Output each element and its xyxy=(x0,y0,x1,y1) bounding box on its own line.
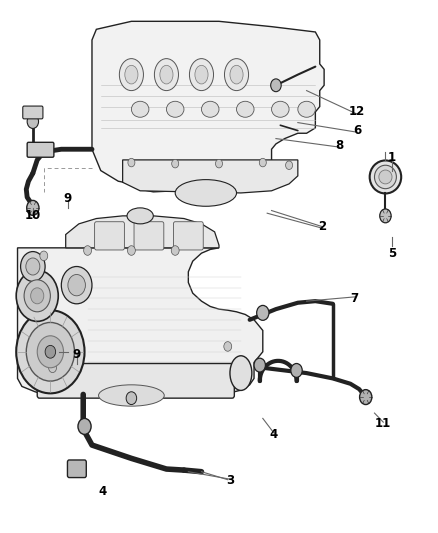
Ellipse shape xyxy=(230,356,252,390)
Circle shape xyxy=(45,345,56,358)
Ellipse shape xyxy=(237,101,254,117)
FancyBboxPatch shape xyxy=(134,222,164,250)
Circle shape xyxy=(16,310,85,393)
Text: 9: 9 xyxy=(73,348,81,361)
Text: 1: 1 xyxy=(388,151,396,164)
Text: 3: 3 xyxy=(226,474,234,487)
Ellipse shape xyxy=(166,101,184,117)
Text: 11: 11 xyxy=(375,417,392,430)
Polygon shape xyxy=(92,21,324,193)
Ellipse shape xyxy=(99,385,164,406)
Ellipse shape xyxy=(298,101,315,117)
Ellipse shape xyxy=(127,208,153,224)
Circle shape xyxy=(172,159,179,168)
Circle shape xyxy=(128,158,135,167)
Circle shape xyxy=(271,79,281,92)
Circle shape xyxy=(380,209,391,223)
FancyBboxPatch shape xyxy=(95,222,124,250)
Text: 4: 4 xyxy=(270,428,278,441)
Circle shape xyxy=(68,274,85,296)
Circle shape xyxy=(126,392,137,405)
Text: 6: 6 xyxy=(353,124,361,137)
Text: 4: 4 xyxy=(99,486,107,498)
Circle shape xyxy=(286,161,293,169)
Ellipse shape xyxy=(125,66,138,84)
Circle shape xyxy=(26,258,40,275)
Circle shape xyxy=(127,246,135,255)
Ellipse shape xyxy=(379,170,392,184)
Ellipse shape xyxy=(374,165,396,189)
FancyBboxPatch shape xyxy=(67,460,86,478)
Circle shape xyxy=(27,200,39,215)
Circle shape xyxy=(61,266,92,304)
Text: 5: 5 xyxy=(388,247,396,260)
Circle shape xyxy=(215,159,223,168)
Circle shape xyxy=(49,363,57,373)
Circle shape xyxy=(27,115,39,128)
FancyBboxPatch shape xyxy=(173,222,203,250)
Circle shape xyxy=(259,158,266,167)
Circle shape xyxy=(257,305,269,320)
Circle shape xyxy=(24,280,50,312)
Text: 12: 12 xyxy=(349,106,365,118)
FancyBboxPatch shape xyxy=(37,364,234,398)
Circle shape xyxy=(21,252,45,281)
Text: 8: 8 xyxy=(336,139,343,152)
FancyBboxPatch shape xyxy=(27,142,54,157)
Ellipse shape xyxy=(195,66,208,84)
FancyBboxPatch shape xyxy=(23,106,43,119)
Text: 7: 7 xyxy=(351,292,359,305)
Circle shape xyxy=(360,390,372,405)
Circle shape xyxy=(16,270,58,321)
Ellipse shape xyxy=(160,66,173,84)
Circle shape xyxy=(224,342,232,351)
Circle shape xyxy=(26,322,74,381)
Polygon shape xyxy=(18,248,263,395)
Ellipse shape xyxy=(230,66,243,84)
Ellipse shape xyxy=(175,180,237,206)
Ellipse shape xyxy=(119,59,143,91)
Polygon shape xyxy=(66,216,219,248)
Circle shape xyxy=(40,251,48,261)
Ellipse shape xyxy=(225,59,249,91)
Circle shape xyxy=(37,336,64,368)
Circle shape xyxy=(254,358,265,372)
Circle shape xyxy=(78,418,91,434)
Ellipse shape xyxy=(370,160,401,193)
Text: 2: 2 xyxy=(318,220,326,233)
Circle shape xyxy=(84,246,92,255)
Polygon shape xyxy=(123,160,298,193)
Ellipse shape xyxy=(154,59,178,91)
Circle shape xyxy=(171,246,179,255)
Ellipse shape xyxy=(201,101,219,117)
Circle shape xyxy=(31,288,44,304)
Ellipse shape xyxy=(190,59,214,91)
Text: 10: 10 xyxy=(25,209,41,222)
Ellipse shape xyxy=(272,101,289,117)
Circle shape xyxy=(291,364,302,377)
Ellipse shape xyxy=(131,101,149,117)
Text: 9: 9 xyxy=(64,192,72,205)
